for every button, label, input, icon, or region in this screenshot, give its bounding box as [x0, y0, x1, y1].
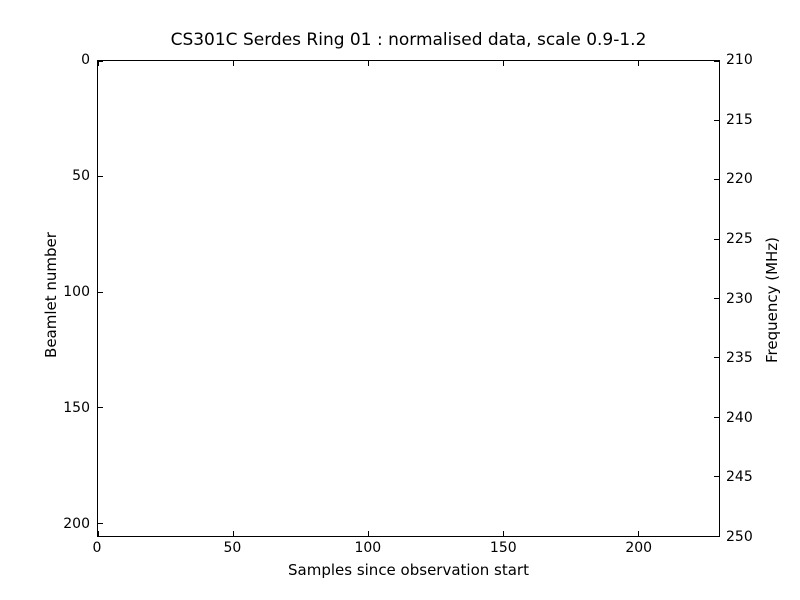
- y-left-tick-label: 200: [63, 516, 90, 532]
- y-right-tick-label: 210: [726, 52, 753, 68]
- y-right-tick: [714, 535, 719, 537]
- y-left-tick-label: 0: [81, 52, 90, 68]
- y-left-tick: [98, 60, 103, 62]
- x-tick-top: [502, 61, 504, 66]
- y-right-tick-label: 220: [726, 171, 753, 188]
- y-right-tick: [714, 60, 719, 62]
- x-tick-label: 200: [625, 540, 653, 556]
- y-right-tick: [714, 416, 719, 418]
- y-right-tick: [714, 476, 719, 478]
- x-tick-bottom: [367, 531, 369, 536]
- y-right-tick: [714, 357, 719, 359]
- y-left-tick: [98, 176, 103, 177]
- y-left-tick-label: 150: [63, 400, 90, 416]
- y-right-tick-label: 240: [726, 409, 753, 426]
- y-axis-label-right: Frequency (MHz): [763, 236, 781, 364]
- y-right-tick-label: 250: [726, 529, 753, 545]
- x-tick-top: [367, 61, 369, 66]
- y-right-tick-label: 235: [726, 350, 753, 367]
- y-right-tick-label: 245: [726, 469, 753, 486]
- plot-area: [97, 60, 720, 537]
- chart-title: CS301C Serdes Ring 01 : normalised data,…: [170, 30, 647, 50]
- y-left-tick: [98, 407, 103, 409]
- y-right-tick: [714, 238, 719, 240]
- y-right-tick-label: 225: [726, 230, 753, 247]
- y-right-tick-label: 230: [726, 290, 753, 307]
- x-tick-top: [232, 61, 234, 66]
- y-left-tick-label: 100: [63, 284, 90, 300]
- y-right-tick: [714, 119, 719, 121]
- x-tick-label: 50: [223, 540, 242, 556]
- x-tick-bottom: [232, 531, 234, 536]
- y-left-tick: [98, 522, 103, 524]
- y-right-tick: [714, 179, 719, 181]
- x-tick-bottom: [97, 531, 99, 536]
- x-tick-label: 100: [354, 540, 382, 556]
- y-left-tick: [98, 291, 103, 293]
- x-tick-label: 150: [489, 540, 517, 556]
- y-left-tick-label: 50: [72, 168, 90, 184]
- x-tick-top: [97, 61, 99, 66]
- x-tick-bottom: [637, 531, 639, 536]
- x-axis-label: Samples since observation start: [288, 561, 529, 579]
- x-tick-top: [637, 61, 639, 66]
- x-tick-label: 0: [92, 540, 102, 556]
- y-right-tick-label: 215: [726, 111, 753, 128]
- y-right-tick: [714, 298, 719, 299]
- x-tick-bottom: [502, 531, 504, 536]
